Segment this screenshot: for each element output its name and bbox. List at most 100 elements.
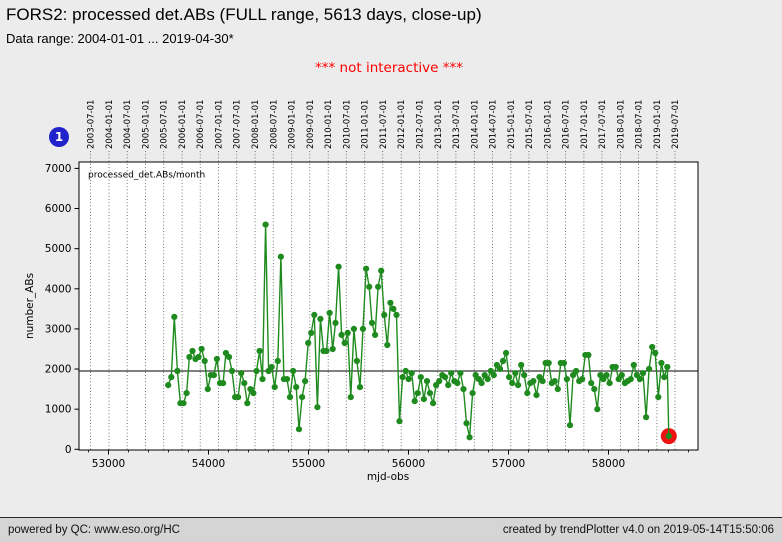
top-axis-date-label: 2010-07-01 <box>342 100 352 149</box>
top-axis-date-label: 2013-07-01 <box>452 100 462 149</box>
data-point <box>189 347 196 355</box>
x-axis-label: mjd-obs <box>367 471 409 483</box>
top-axis-date-label: 2017-07-01 <box>598 100 608 149</box>
legend-label: processed_det.ABs/month <box>88 171 205 181</box>
data-point <box>658 359 665 367</box>
data-point <box>585 351 592 359</box>
data-point <box>314 404 321 411</box>
data-point <box>591 386 598 393</box>
data-point <box>238 370 245 377</box>
data-point <box>204 386 211 393</box>
data-point <box>201 357 208 365</box>
data-point <box>323 347 330 355</box>
data-point <box>344 329 351 336</box>
top-axis-date-label: 2019-07-01 <box>671 100 681 149</box>
data-point <box>454 380 461 387</box>
data-point <box>426 390 434 397</box>
top-axis-date-label: 2015-07-01 <box>525 100 535 149</box>
data-point <box>235 394 242 401</box>
data-point <box>378 267 385 274</box>
data-point <box>174 367 181 375</box>
footer-bar: powered by QC: www.eso.org/HC created by… <box>0 517 782 542</box>
top-axis-date-label: 2012-01-01 <box>397 100 407 149</box>
y-tick-label: 2000 <box>45 364 72 376</box>
data-point <box>305 339 312 347</box>
data-point <box>283 376 291 383</box>
plot-border <box>78 161 699 451</box>
data-point <box>402 367 409 375</box>
data-point <box>195 353 202 361</box>
top-axis-date-label: 2014-07-01 <box>488 100 498 149</box>
data-point <box>366 283 373 290</box>
data-point <box>521 372 528 379</box>
data-point <box>466 434 473 441</box>
x-tick-label: 53000 <box>92 458 125 470</box>
plot-background <box>79 162 698 450</box>
data-point <box>445 382 452 389</box>
top-axis-date-label: 2017-01-01 <box>580 100 590 149</box>
x-tick-label: 55000 <box>292 458 325 470</box>
top-axis-date-label: 2005-07-01 <box>160 100 170 149</box>
data-point <box>329 345 336 353</box>
top-axis-date-label: 2007-07-01 <box>233 100 243 149</box>
data-point <box>326 309 333 316</box>
data-point <box>414 390 421 397</box>
data-point <box>225 353 233 361</box>
data-point <box>560 359 568 367</box>
data-point <box>478 380 485 387</box>
not-interactive-notice: *** not interactive *** <box>315 60 463 76</box>
data-point <box>350 325 357 332</box>
footer-powered-by: powered by QC: www.eso.org/HC <box>8 524 180 536</box>
data-point <box>420 396 427 403</box>
data-point <box>627 376 634 383</box>
data-point <box>311 311 318 318</box>
annotation-badge-1[interactable]: 1 <box>49 127 69 147</box>
data-point <box>646 365 653 373</box>
top-axis-date-label: 2013-01-01 <box>434 100 444 149</box>
top-axis-date-label: 2011-07-01 <box>379 100 389 149</box>
data-point <box>496 365 504 373</box>
data-point <box>228 367 236 375</box>
data-point <box>317 315 324 322</box>
data-point <box>405 376 412 383</box>
data-point <box>277 253 284 260</box>
data-point <box>652 349 659 357</box>
data-point <box>353 357 360 365</box>
data-point <box>168 374 175 381</box>
data-point <box>603 372 610 379</box>
data-point <box>338 331 345 338</box>
top-axis-date-label: 2004-07-01 <box>123 100 133 149</box>
x-tick-label: 54000 <box>192 458 225 470</box>
data-point <box>448 370 455 377</box>
data-point <box>180 400 187 407</box>
top-axis-date-label: 2006-07-01 <box>196 100 206 149</box>
data-point <box>399 374 406 381</box>
top-axis-date-label: 2019-01-01 <box>653 100 663 149</box>
top-axis-date-label: 2008-07-01 <box>269 100 279 149</box>
top-axis-date-label: 2011-01-01 <box>361 100 371 149</box>
data-point <box>335 263 342 270</box>
top-axis-date-label: 2018-01-01 <box>616 100 626 149</box>
data-point <box>606 380 613 387</box>
x-tick-label: 56000 <box>392 458 425 470</box>
data-range-subtitle: Data range: 2004-01-01 ... 2019-04-30* <box>6 31 234 46</box>
data-point <box>165 382 172 389</box>
data-point <box>411 398 418 405</box>
footer-created-by: created by trendPlotter v4.0 on 2019-05-… <box>502 524 774 536</box>
data-point <box>347 394 354 401</box>
data-point <box>359 325 367 332</box>
data-point <box>384 341 391 349</box>
page-title: FORS2: processed det.ABs (FULL range, 56… <box>6 5 482 24</box>
data-point <box>503 349 510 357</box>
y-tick-label: 6000 <box>45 203 72 215</box>
data-point <box>566 422 574 429</box>
data-point <box>372 331 379 338</box>
data-point <box>220 380 227 387</box>
data-point <box>533 392 540 399</box>
top-axis-date-label: 2018-07-01 <box>635 100 645 149</box>
data-point <box>612 363 619 371</box>
data-point <box>293 384 300 391</box>
y-tick-label: 5000 <box>45 243 72 255</box>
data-point <box>356 384 364 391</box>
